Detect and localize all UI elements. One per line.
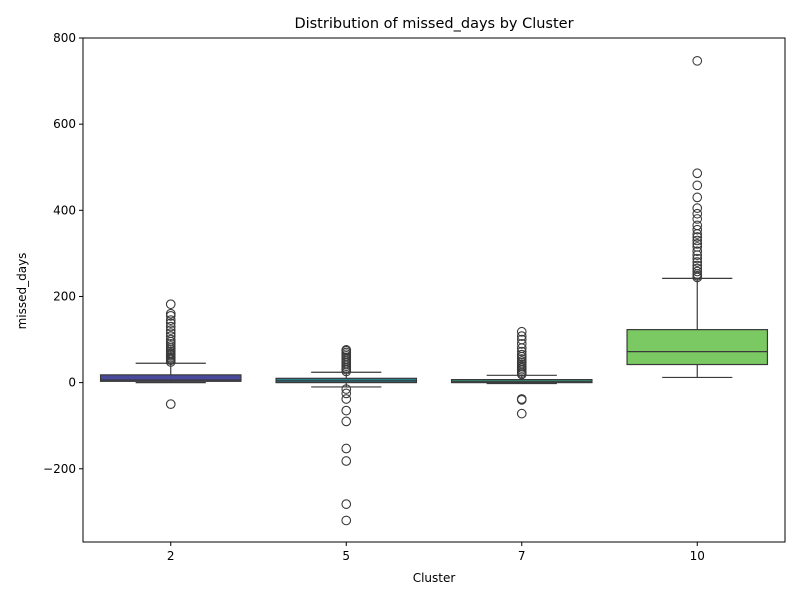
chart-title: Distribution of missed_days by Cluster [294, 16, 573, 32]
axes-frame [82, 37, 786, 543]
outlier-point [341, 515, 352, 526]
outlier-point [165, 308, 176, 319]
box-10 [626, 329, 769, 366]
outlier-point [165, 334, 176, 345]
box-2 [99, 374, 242, 382]
outlier-point [341, 416, 352, 427]
outlier-point [165, 315, 176, 326]
y-tick-label: 400 [53, 203, 76, 217]
outlier-point [516, 338, 527, 349]
outlier-point [692, 55, 703, 66]
plot-area: −200 0 200 400 600 800 2 5 7 10 [43, 31, 769, 563]
outlier-point [692, 263, 703, 274]
outlier-point [516, 326, 527, 337]
outlier-point [165, 299, 176, 310]
outlier-point [165, 321, 176, 332]
outlier-point [692, 235, 703, 246]
outlier-point [341, 384, 352, 394]
y-tick-label: 200 [53, 289, 76, 303]
y-tick-label: 0 [68, 376, 76, 390]
outlier-point [692, 260, 703, 271]
outlier-point [341, 499, 352, 509]
outlier-point [692, 180, 703, 191]
outlier-point [341, 443, 352, 454]
outlier-point [692, 220, 703, 231]
outlier-point [692, 232, 703, 242]
outlier-point [516, 346, 527, 357]
outlier-point [692, 208, 703, 219]
outlier-point [341, 388, 352, 399]
outlier-point [692, 253, 703, 264]
outlier-point [165, 325, 176, 335]
outlier-point [516, 334, 527, 345]
outlier-point [692, 192, 703, 203]
outlier-point [692, 257, 703, 267]
outlier-point [692, 246, 703, 257]
outlier-point [692, 266, 703, 277]
outlier-point [692, 242, 703, 252]
x-tick-label: 5 [342, 549, 350, 563]
outlier-point [165, 318, 176, 329]
outlier-point [341, 345, 352, 355]
outlier-point [341, 394, 352, 404]
outlier-point [692, 214, 703, 224]
y-tick-label: 800 [53, 31, 76, 45]
y-tick-label: 600 [53, 117, 76, 131]
outlier-point [516, 408, 527, 419]
outlier-point [165, 399, 176, 410]
outlier-point [165, 331, 176, 341]
outlier-point [341, 405, 352, 416]
outlier-point [341, 456, 352, 466]
outlier-point [516, 394, 527, 404]
outlier-point [516, 349, 527, 360]
y-tick-label: −200 [43, 462, 76, 476]
outlier-point [692, 168, 703, 179]
outlier-point [692, 224, 703, 235]
outlier-point [516, 331, 527, 341]
x-axis-label: Cluster [413, 571, 456, 585]
outlier-point [692, 203, 703, 214]
outlier-point [165, 328, 176, 338]
x-tick-label: 7 [518, 549, 526, 563]
y-axis-label: missed_days [15, 253, 29, 330]
x-tick-label: 2 [167, 549, 175, 563]
x-tick-label: 10 [690, 549, 705, 563]
outlier-point [692, 239, 703, 249]
